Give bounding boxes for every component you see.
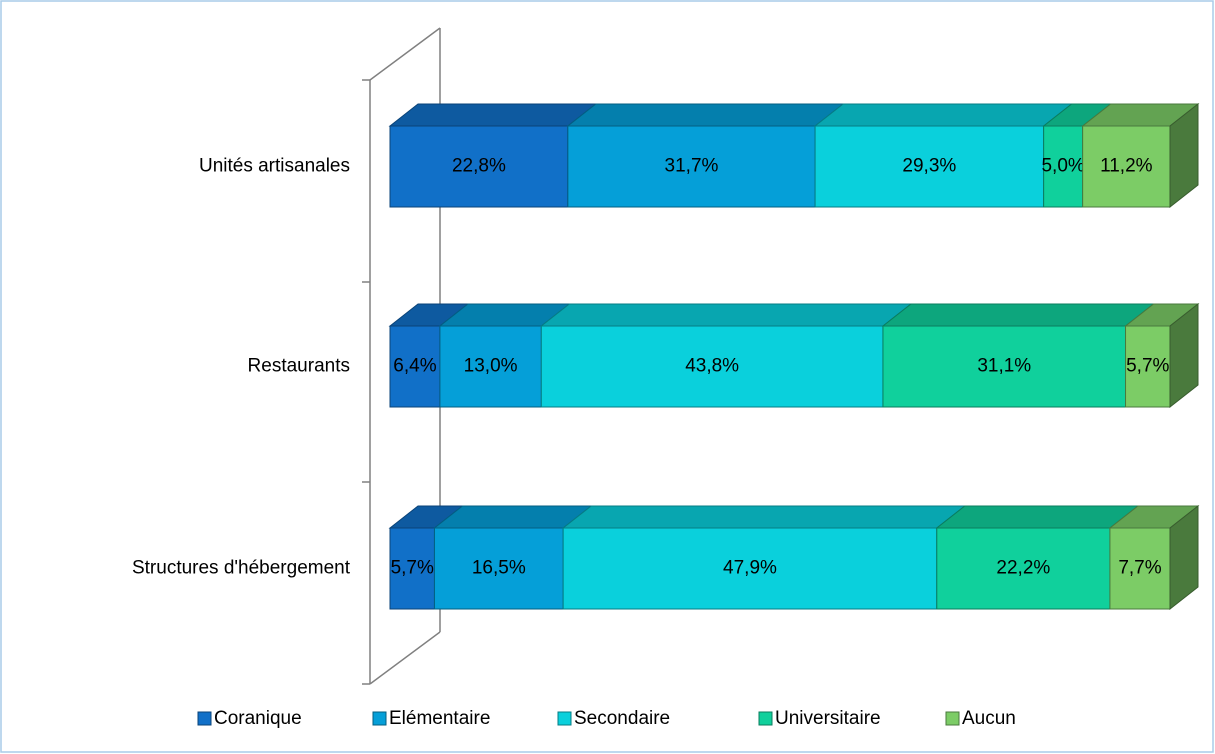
data-label: 6,4% xyxy=(393,356,436,377)
bar-segment xyxy=(389,125,569,208)
bar-side xyxy=(1169,504,1199,611)
legend-label: Elémentaire xyxy=(389,708,490,729)
bar-side xyxy=(1169,102,1199,209)
bar-segment xyxy=(936,527,1111,610)
data-label: 11,2% xyxy=(1100,156,1153,177)
data-label: 47,9% xyxy=(723,558,777,579)
bar-top xyxy=(813,103,1074,127)
data-label: 13,0% xyxy=(464,356,518,377)
data-label: 29,3% xyxy=(902,156,956,177)
bar-segment xyxy=(439,325,542,408)
legend-swatch xyxy=(197,711,212,726)
bar-top xyxy=(388,103,598,127)
data-label: 31,1% xyxy=(977,356,1031,377)
legend-swatch xyxy=(758,711,773,726)
data-label: 22,8% xyxy=(452,156,506,177)
legend-label: Coranique xyxy=(214,708,302,729)
data-label: 22,2% xyxy=(996,558,1050,579)
bar-segment xyxy=(540,325,884,408)
data-label: 5,7% xyxy=(391,558,434,579)
legend-swatch xyxy=(557,711,572,726)
bar-segment xyxy=(882,325,1127,408)
data-label: 31,7% xyxy=(665,156,719,177)
data-label: 7,7% xyxy=(1118,558,1161,579)
bar-side xyxy=(1169,302,1199,409)
bar-segment xyxy=(433,527,564,610)
bar-top xyxy=(566,103,845,127)
legend-label: Aucun xyxy=(962,708,1016,729)
bar-top xyxy=(881,303,1155,327)
data-label: 43,8% xyxy=(685,356,739,377)
legend-label: Secondaire xyxy=(574,708,670,729)
y-tick-label: Structures d'hébergement xyxy=(132,558,351,579)
y-tick-label: Unités artisanales xyxy=(199,156,350,177)
bar-segment xyxy=(1043,125,1084,208)
bar-segment xyxy=(562,527,938,610)
data-label: 5,7% xyxy=(1126,356,1169,377)
bar-segment xyxy=(567,125,816,208)
bar-top xyxy=(561,505,967,529)
y-tick-label: Restaurants xyxy=(248,356,350,377)
legend-swatch xyxy=(372,711,387,726)
bar-segment xyxy=(389,527,435,610)
data-label: 16,5% xyxy=(472,558,526,579)
legend-label: Universitaire xyxy=(775,708,881,729)
bar-top xyxy=(935,505,1140,529)
legend-swatch xyxy=(945,711,960,726)
bar-top xyxy=(539,303,913,327)
data-label: 5,0% xyxy=(1041,156,1084,177)
